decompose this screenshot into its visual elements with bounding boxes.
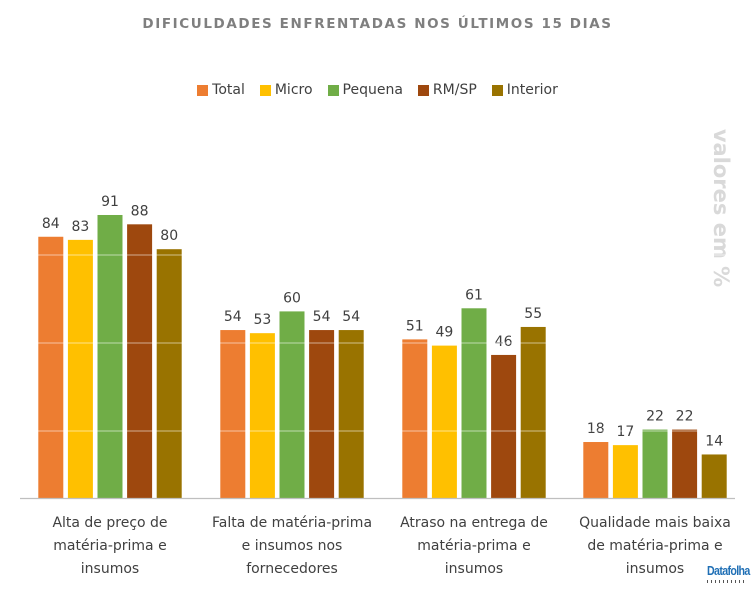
legend-label: Total <box>212 82 245 98</box>
data-label: 22 <box>676 409 694 425</box>
data-label: 46 <box>495 334 513 350</box>
data-label: 60 <box>283 290 301 306</box>
bar-rm-sp-4 <box>672 429 698 498</box>
data-label: 18 <box>587 421 605 437</box>
bar-total-3 <box>402 339 428 498</box>
bar-pequena-2 <box>279 311 305 498</box>
category-label-line: insumos <box>625 561 685 577</box>
data-label: 91 <box>101 194 119 210</box>
data-label: 61 <box>465 287 483 303</box>
legend-item-total: Total <box>197 82 245 98</box>
bar-interior-3 <box>520 326 546 498</box>
category-label-line: Atraso na entrega de <box>400 515 548 531</box>
category-label-line: fornecedores <box>246 561 338 577</box>
legend-label: Interior <box>506 82 558 98</box>
data-label: 88 <box>131 203 149 219</box>
data-label: 54 <box>224 309 242 325</box>
category-label-2: Falta de matéria-prima e insumos nos forne… <box>207 512 377 581</box>
bar-interior-2 <box>338 330 364 498</box>
bar-rm-sp-2 <box>309 330 335 498</box>
legend-item-micro: Micro <box>259 82 313 98</box>
category-label-line: Qualidade mais baixa <box>579 515 731 531</box>
category-label-line: matéria-prima e <box>53 538 167 554</box>
bar-total-4 <box>583 442 609 498</box>
legend-item-pequena: Pequena <box>327 82 403 98</box>
legend-swatch <box>197 84 209 96</box>
category-label-4: Qualidade mais baixa de matéria-prima e in… <box>570 512 740 581</box>
legend-label: Pequena <box>342 82 403 98</box>
legend-item-interior: Interior <box>491 82 558 98</box>
data-label: 49 <box>435 325 453 341</box>
data-label: 22 <box>646 409 664 425</box>
bar-interior-4 <box>701 454 727 498</box>
chart-title: DIFICULDADES ENFRENTADAS NOS ÚLTIMOS 15 … <box>142 16 613 32</box>
legend-swatch <box>259 84 271 96</box>
bar-rm-sp-1 <box>127 224 153 498</box>
data-label: 54 <box>342 309 360 325</box>
legend: Total Micro Pequena RM/SP Interior <box>0 82 755 98</box>
bar-interior-1 <box>156 249 182 498</box>
logo-decoration <box>707 580 747 583</box>
bar-micro-4 <box>612 445 638 498</box>
bar-rm-sp-3 <box>491 354 517 498</box>
legend-item-rm-sp: RM/SP <box>417 82 477 98</box>
bar-pequena-4 <box>642 429 668 498</box>
category-label-1: Alta de preço de matéria-prima e insumos <box>25 512 195 581</box>
data-label: 83 <box>71 219 89 235</box>
data-label: 14 <box>705 433 723 449</box>
datafolha-logo: Datafolha <box>707 563 753 593</box>
bar-micro-1 <box>67 239 93 498</box>
bar-micro-3 <box>431 345 457 498</box>
bar-total-1 <box>38 236 64 498</box>
data-label: 55 <box>524 306 542 322</box>
logo-text: Datafolha <box>707 563 750 578</box>
legend-swatch <box>327 84 339 96</box>
data-label: 53 <box>253 312 271 328</box>
legend-label: RM/SP <box>432 82 477 98</box>
bar-total-2 <box>220 330 246 498</box>
category-label-3: Atraso na entrega de matéria-prima e insum… <box>389 512 559 581</box>
legend-swatch <box>491 84 503 96</box>
data-label: 51 <box>406 318 424 334</box>
data-label: 84 <box>42 216 60 232</box>
category-label-line: de matéria-prima e <box>587 538 723 554</box>
legend-label: Micro <box>274 82 313 98</box>
category-label-line: insumos <box>444 561 504 577</box>
bar-pequena-3 <box>461 308 487 498</box>
category-label-line: Falta de matéria-prima <box>211 515 373 531</box>
category-label-line: matéria-prima e <box>417 538 531 554</box>
category-label-line: insumos <box>80 561 140 577</box>
data-label: 17 <box>616 424 634 440</box>
category-label-line: Alta de preço de <box>52 515 168 531</box>
bar-micro-2 <box>249 333 275 498</box>
category-label-line: e insumos nos <box>241 538 343 554</box>
data-label: 54 <box>313 309 331 325</box>
data-label: 80 <box>160 228 178 244</box>
legend-swatch <box>417 84 429 96</box>
bar-pequena-1 <box>97 214 123 499</box>
